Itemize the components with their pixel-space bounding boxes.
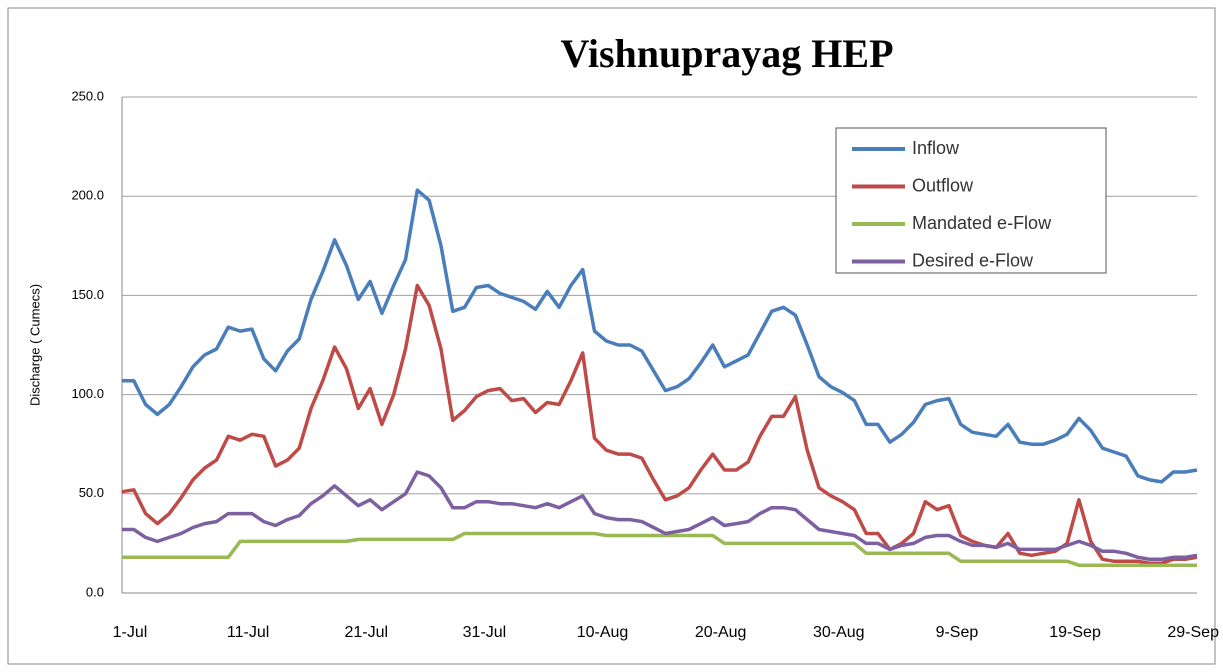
series-line bbox=[122, 188, 1198, 484]
x-tick-label: 20-Aug bbox=[695, 624, 747, 641]
legend-label: Desired e-Flow bbox=[912, 250, 1034, 270]
legend-box bbox=[835, 127, 1107, 274]
x-tick-label: 9-Sep bbox=[936, 624, 979, 641]
y-tick-label: 150.0 bbox=[71, 287, 104, 302]
chart-title: Vishnuprayag HEP bbox=[560, 31, 893, 76]
series-line bbox=[122, 470, 1198, 562]
x-tick-label: 31-Jul bbox=[463, 624, 507, 641]
x-tick-label: 30-Aug bbox=[813, 624, 865, 641]
y-tick-label: 200.0 bbox=[71, 188, 104, 203]
y-tick-label: 100.0 bbox=[71, 386, 104, 401]
chart-frame bbox=[7, 7, 1216, 665]
series-line bbox=[122, 531, 1197, 567]
x-tick-label: 19-Sep bbox=[1049, 624, 1101, 641]
y-tick-label: 0.0 bbox=[86, 584, 104, 599]
x-tick-label: 1-Jul bbox=[113, 624, 148, 641]
y-axis-label: Discharge ( Cumecs) bbox=[27, 284, 42, 406]
x-tick-label: 11-Jul bbox=[227, 624, 269, 641]
y-tick-label: 250.0 bbox=[71, 88, 104, 103]
x-tick-label: 29-Sep bbox=[1167, 624, 1219, 641]
x-tick-label: 21-Jul bbox=[344, 624, 388, 641]
y-tick-label: 50.0 bbox=[79, 485, 104, 500]
legend-label: Mandated e-Flow bbox=[912, 213, 1052, 233]
legend-label: Inflow bbox=[912, 138, 960, 158]
legend-label: Outflow bbox=[912, 175, 974, 195]
x-tick-label: 10-Aug bbox=[577, 624, 629, 641]
